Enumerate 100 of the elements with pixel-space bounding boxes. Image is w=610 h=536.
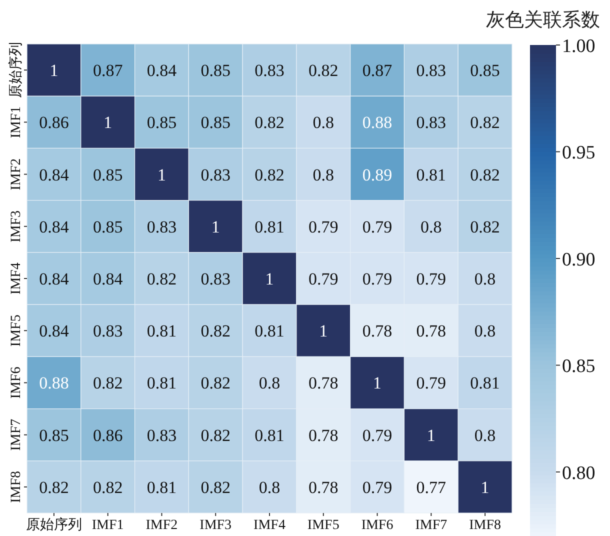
data-label: 0.87 — [92, 61, 124, 80]
data-label: 0.86 — [39, 113, 69, 132]
data-label: 0.82 — [470, 217, 500, 236]
x-tick-label: IMF2 — [146, 518, 178, 533]
data-label: 0.81 — [146, 478, 177, 497]
data-label: 0.8 — [258, 374, 280, 393]
data-label: 0.79 — [362, 426, 392, 445]
data-label: 0.81 — [146, 374, 177, 393]
data-label: 0.86 — [92, 426, 123, 445]
data-label: 0.85 — [39, 426, 69, 445]
y-tick-label: IMF4 — [9, 262, 24, 294]
data-label: 0.82 — [200, 426, 230, 445]
data-label: 0.84 — [39, 270, 70, 288]
x-tick-label: IMF6 — [361, 518, 394, 533]
data-label: 0.81 — [254, 426, 284, 445]
data-label: 0.83 — [254, 61, 284, 80]
data-label: 0.81 — [416, 165, 446, 184]
data-label: 0.82 — [254, 113, 284, 132]
data-label: 0.84 — [39, 217, 70, 236]
data-label: 0.82 — [92, 374, 123, 393]
data-label: 0.79 — [362, 270, 392, 288]
data-label: 0.83 — [146, 426, 177, 445]
data-label: 1 — [50, 61, 58, 80]
x-tick-label: IMF8 — [469, 518, 502, 533]
color-bar-label: 0.80 — [562, 462, 596, 484]
data-label: 0.82 — [200, 478, 230, 497]
data-label: 0.8 — [312, 165, 334, 184]
data-label: 1 — [373, 374, 382, 393]
data-label: 0.82 — [470, 113, 500, 132]
data-label: 0.78 — [308, 374, 338, 393]
data-label: 1 — [319, 322, 328, 341]
data-label: 0.81 — [254, 217, 284, 236]
y-tick-label: IMF5 — [9, 314, 24, 347]
data-label: 0.78 — [416, 322, 446, 341]
data-label: 0.82 — [39, 478, 69, 497]
data-label: 0.83 — [416, 113, 446, 132]
data-label: 0.82 — [470, 165, 500, 184]
data-label: 0.82 — [200, 374, 230, 393]
data-label: 0.83 — [416, 61, 446, 80]
data-label: 0.85 — [92, 165, 123, 184]
data-label: 0.88 — [39, 374, 69, 393]
data-label: 0.84 — [92, 270, 124, 288]
y-tick-label: 原始序列 — [8, 42, 24, 98]
color-bar-label: 1.00 — [562, 36, 596, 57]
data-label: 0.8 — [474, 322, 496, 341]
data-label: 0.81 — [254, 322, 284, 341]
data-label: 1 — [265, 270, 274, 288]
y-tick-label: IMF8 — [9, 470, 24, 503]
data-label: 0.8 — [420, 217, 442, 236]
color-bar-label: 0.85 — [562, 356, 596, 378]
data-label: 0.84 — [39, 165, 70, 184]
data-label: 0.88 — [362, 113, 392, 132]
x-tick-label: IMF5 — [307, 518, 340, 533]
data-label: 0.79 — [362, 217, 392, 236]
y-tick-label: IMF7 — [9, 418, 24, 451]
x-tick-label: IMF4 — [254, 518, 286, 533]
color-bar-label: 0.90 — [562, 249, 596, 270]
color-bar-title: 灰色关联系数 — [486, 10, 600, 31]
data-label: 0.8 — [474, 426, 496, 445]
data-label: 0.89 — [362, 165, 392, 184]
data-label: 0.85 — [470, 61, 500, 80]
data-label: 0.83 — [200, 270, 230, 288]
data-label: 0.85 — [146, 113, 177, 132]
data-label: 1 — [157, 165, 166, 184]
data-label: 0.83 — [200, 165, 230, 184]
data-label: 0.87 — [362, 61, 393, 80]
data-label: 0.79 — [416, 374, 446, 393]
data-label: 0.82 — [146, 270, 177, 288]
data-label: 0.85 — [92, 217, 123, 236]
data-label: 0.82 — [254, 165, 284, 184]
y-tick-label: IMF3 — [9, 210, 24, 242]
x-tick-label: IMF7 — [415, 518, 448, 533]
data-label: 1 — [104, 113, 112, 132]
data-label: 0.79 — [308, 217, 338, 236]
x-tick-label: IMF1 — [92, 518, 124, 533]
data-label: 0.8 — [474, 270, 496, 288]
data-label: 0.81 — [470, 374, 500, 393]
data-label: 0.81 — [146, 322, 177, 341]
data-label: 0.82 — [200, 322, 230, 341]
data-label: 0.83 — [146, 217, 177, 236]
data-label: 0.84 — [39, 322, 70, 341]
x-tick-label: IMF3 — [200, 518, 232, 533]
data-label: 0.8 — [258, 478, 280, 497]
data-label: 0.8 — [312, 113, 334, 132]
data-label: 0.79 — [308, 270, 338, 288]
data-label: 0.77 — [416, 478, 447, 497]
data-label: 0.85 — [200, 61, 230, 80]
data-label: 0.78 — [308, 426, 338, 445]
data-label: 0.85 — [200, 113, 230, 132]
data-label: 1 — [480, 478, 490, 497]
data-label: 0.79 — [362, 478, 392, 497]
data-label: 0.78 — [308, 478, 338, 497]
data-label: 1 — [426, 426, 436, 445]
data-label: 0.79 — [416, 270, 446, 288]
data-label: 0.84 — [146, 61, 178, 80]
y-tick-label: IMF2 — [9, 158, 24, 190]
data-label: 1 — [211, 217, 220, 236]
data-label: 0.83 — [92, 322, 123, 341]
color-bar-label: 0.95 — [562, 142, 596, 164]
data-label: 0.78 — [362, 322, 392, 341]
